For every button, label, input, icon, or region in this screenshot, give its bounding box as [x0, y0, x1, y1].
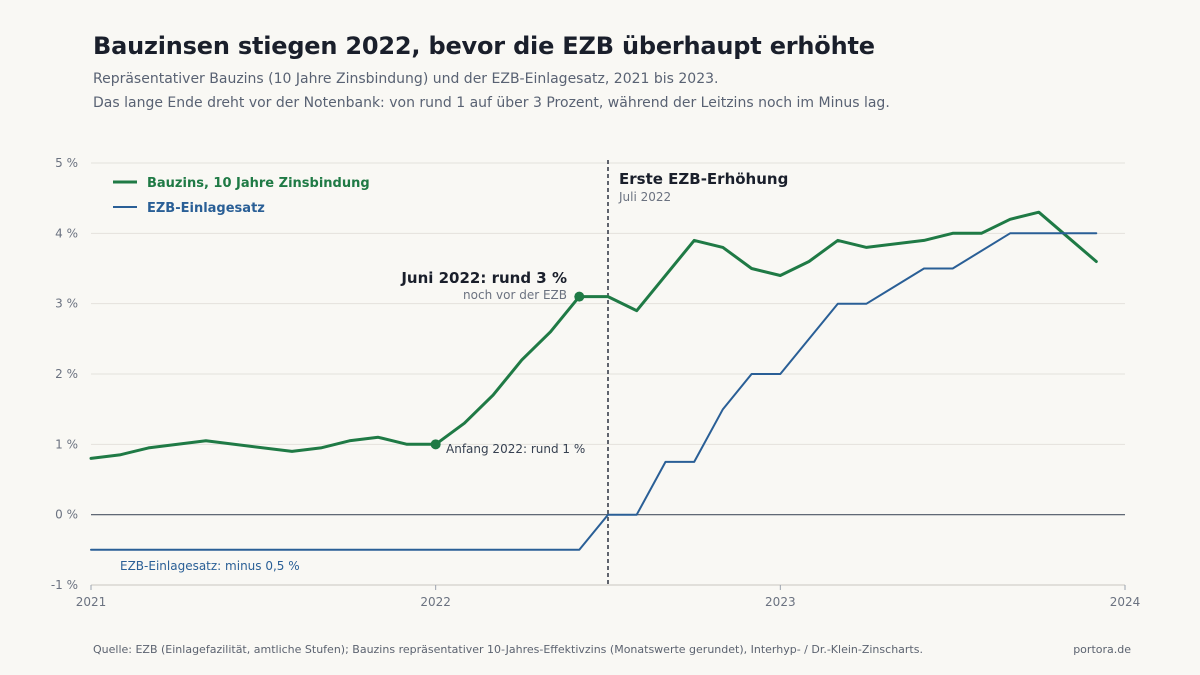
x-tick-label: 2022: [420, 595, 451, 609]
x-tick-label: 2023: [765, 595, 796, 609]
y-tick-label: 5 %: [55, 156, 78, 170]
y-tick-label: 0 %: [55, 508, 78, 522]
start-label: Anfang 2022: rund 1 %: [446, 442, 585, 456]
chart-subtitle-1: Repräsentativer Bauzins (10 Jahre Zinsbi…: [93, 71, 719, 87]
x-tick-label: 2021: [76, 595, 107, 609]
brand-label: portora.de: [1073, 643, 1131, 656]
y-tick-label: 3 %: [55, 297, 78, 311]
chart-subtitle-2: Das lange Ende dreht vor der Notenbank: …: [93, 95, 890, 111]
event-title: Erste EZB-Erhöhung: [619, 170, 788, 188]
y-tick-label: -1 %: [51, 578, 78, 592]
x-tick-label: 2024: [1110, 595, 1141, 609]
peak-label: Juni 2022: rund 3 %: [400, 269, 567, 287]
peak-marker: [574, 291, 585, 302]
y-tick-label: 1 %: [55, 437, 78, 451]
ezb-level-label: EZB-Einlagesatz: minus 0,5 %: [120, 559, 300, 573]
y-tick-label: 2 %: [55, 367, 78, 381]
y-tick-label: 4 %: [55, 226, 78, 240]
source-note: Quelle: EZB (Einlagefazilität, amtliche …: [93, 643, 923, 656]
chart-title: Bauzinsen stiegen 2022, bevor die EZB üb…: [93, 32, 875, 60]
peak-sublabel: noch vor der EZB: [463, 288, 567, 302]
event-subtitle: Juli 2022: [618, 190, 671, 204]
legend-label-ezb: EZB-Einlagesatz: [147, 201, 265, 216]
start-marker: [430, 439, 441, 450]
ezb-line: [90, 232, 1098, 551]
bauzins-line: [89, 210, 1098, 460]
legend-label-bauzins: Bauzins, 10 Jahre Zinsbindung: [147, 176, 370, 191]
